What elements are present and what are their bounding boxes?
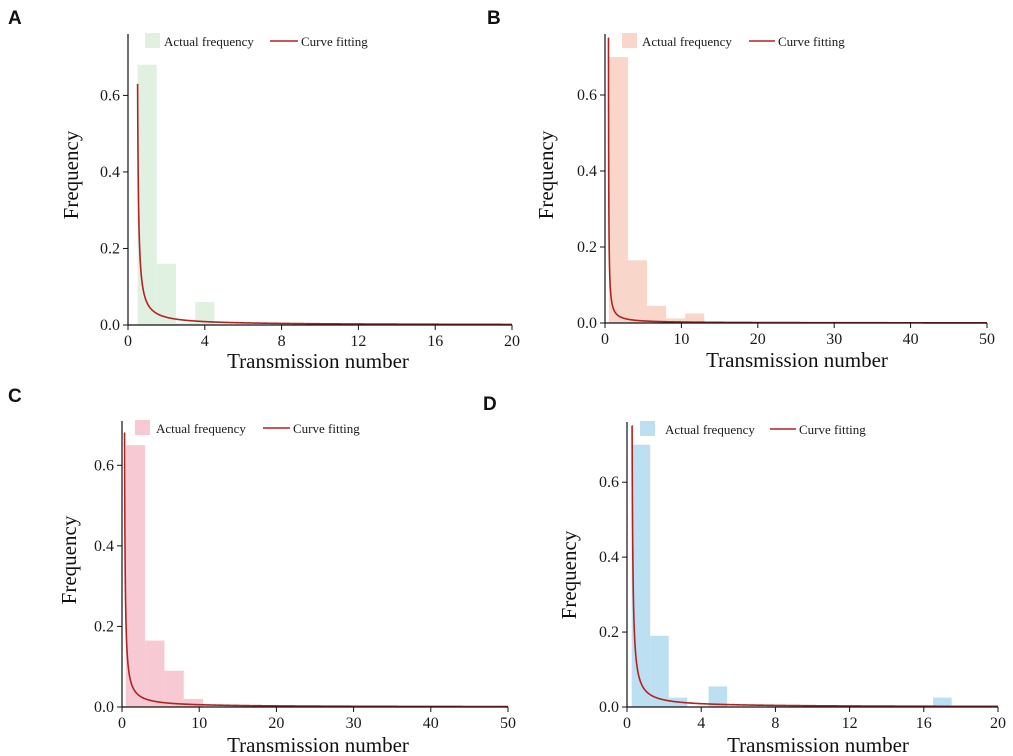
legend-bar-label: Actual frequency xyxy=(642,34,732,49)
fit-curve xyxy=(607,37,987,324)
panel-c: C 0 10 20 30 40 50 0.0 0.2 0.4 0.6 Transmission n… xyxy=(8,386,516,756)
legend-line-label: Curve fitting xyxy=(778,34,845,49)
y-tick-label: 0.6 xyxy=(577,87,597,104)
legend: Actual frequency Curve fitting xyxy=(640,421,866,437)
y-tick-label: 0.4 xyxy=(100,164,120,181)
y-tick-label: 0.6 xyxy=(599,474,619,491)
x-tick-label: 40 xyxy=(423,715,439,732)
x-axis-title: Transmission number xyxy=(727,733,909,756)
histogram-bar xyxy=(156,263,176,325)
x-tick-label: 0 xyxy=(601,331,609,348)
histogram-bar xyxy=(176,323,196,325)
y-tick-label: 0.0 xyxy=(599,699,619,716)
y-tick-label: 0.6 xyxy=(94,457,114,474)
histogram-bar xyxy=(708,686,728,707)
legend-bar-label: Actual frequency xyxy=(164,34,254,49)
legend-bar-swatch xyxy=(135,420,150,435)
histogram-bar xyxy=(145,640,165,707)
x-tick-label: 8 xyxy=(278,333,286,350)
panel-d: D 0 4 8 12 16 20 0.0 0.2 0.4 0.6 Transmission num… xyxy=(483,394,1006,756)
fit-curve xyxy=(123,432,509,708)
x-tick-label: 12 xyxy=(350,333,366,350)
x-tick-label: 20 xyxy=(990,715,1006,732)
x-tick-label: 20 xyxy=(268,715,284,732)
legend-bar-swatch xyxy=(622,33,637,48)
legend-line-label: Curve fitting xyxy=(301,34,368,49)
legend-bar-swatch xyxy=(640,421,655,436)
panel-letter: D xyxy=(483,394,497,415)
histogram-bar xyxy=(183,698,204,707)
y-tick-label: 0.6 xyxy=(100,87,120,104)
y-tick-label: 0.2 xyxy=(599,624,619,641)
x-tick-label: 40 xyxy=(903,331,919,348)
histogram-bar xyxy=(631,444,651,707)
x-tick-label: 0 xyxy=(124,333,132,350)
x-tick-label: 20 xyxy=(750,331,766,348)
histogram-bar xyxy=(608,57,628,323)
x-tick-label: 12 xyxy=(842,715,858,732)
x-tick-label: 20 xyxy=(504,333,520,350)
y-tick-label: 0.4 xyxy=(599,549,619,566)
x-tick-label: 50 xyxy=(979,331,995,348)
panel-b: B 0 10 20 30 40 50 0.0 0.2 0.4 0.6 Transmission n… xyxy=(487,8,995,372)
histogram-bar xyxy=(164,670,184,707)
x-tick-label: 30 xyxy=(826,331,842,348)
legend-bar-swatch xyxy=(145,33,160,48)
y-tick-label: 0.0 xyxy=(577,315,597,332)
x-tick-label: 0 xyxy=(623,715,631,732)
histogram-bar xyxy=(195,302,215,325)
x-tick-label: 16 xyxy=(916,715,932,732)
legend-bar-label: Actual frequency xyxy=(156,421,246,436)
x-tick-label: 8 xyxy=(771,715,779,732)
fit-curve xyxy=(631,425,998,708)
y-axis-title: Frequency xyxy=(534,130,558,219)
y-tick-label: 0.0 xyxy=(94,699,114,716)
x-tick-label: 10 xyxy=(191,715,207,732)
legend: Actual frequency Curve fitting xyxy=(135,420,360,436)
legend: Actual frequency Curve fitting xyxy=(145,33,368,49)
histogram-bar xyxy=(627,260,648,323)
x-tick-label: 30 xyxy=(346,715,362,732)
x-axis-title: Transmission number xyxy=(706,348,888,372)
panel-letter: C xyxy=(8,386,22,407)
x-tick-label: 16 xyxy=(427,333,443,350)
legend-bar-label: Actual frequency xyxy=(665,422,755,437)
y-axis-title: Frequency xyxy=(557,530,581,619)
y-axis-title: Frequency xyxy=(59,130,83,219)
y-axis-title: Frequency xyxy=(57,515,81,604)
y-tick-label: 0.2 xyxy=(94,618,114,635)
x-axis-title: Transmission number xyxy=(227,349,409,373)
histogram-bar xyxy=(650,635,669,707)
panel-letter: A xyxy=(8,8,22,29)
y-tick-label: 0.2 xyxy=(100,240,120,257)
x-tick-label: 4 xyxy=(201,333,209,350)
x-tick-label: 10 xyxy=(673,331,689,348)
histogram-bar xyxy=(933,697,952,707)
x-axis-title: Transmission number xyxy=(227,733,409,756)
x-tick-label: 4 xyxy=(697,715,705,732)
legend-line-label: Curve fitting xyxy=(293,421,360,436)
fit-curve xyxy=(136,83,512,326)
legend: Actual frequency Curve fitting xyxy=(622,33,845,49)
legend-line-label: Curve fitting xyxy=(799,422,866,437)
panel-letter: B xyxy=(487,8,501,29)
x-tick-label: 50 xyxy=(500,715,516,732)
y-tick-label: 0.2 xyxy=(577,239,597,256)
histogram-bar xyxy=(647,305,667,323)
histogram-bar xyxy=(666,318,686,323)
y-tick-label: 0.4 xyxy=(577,163,597,180)
x-tick-label: 0 xyxy=(118,715,126,732)
histogram-bar xyxy=(685,313,705,323)
panel-a: A 0 4 8 12 16 20 0.0 0.2 0.4 0.6 Transmission num… xyxy=(8,8,520,373)
histogram-bar xyxy=(137,64,157,325)
y-tick-label: 0.0 xyxy=(100,317,120,334)
y-tick-label: 0.4 xyxy=(94,538,114,555)
histogram-bar xyxy=(125,445,146,707)
